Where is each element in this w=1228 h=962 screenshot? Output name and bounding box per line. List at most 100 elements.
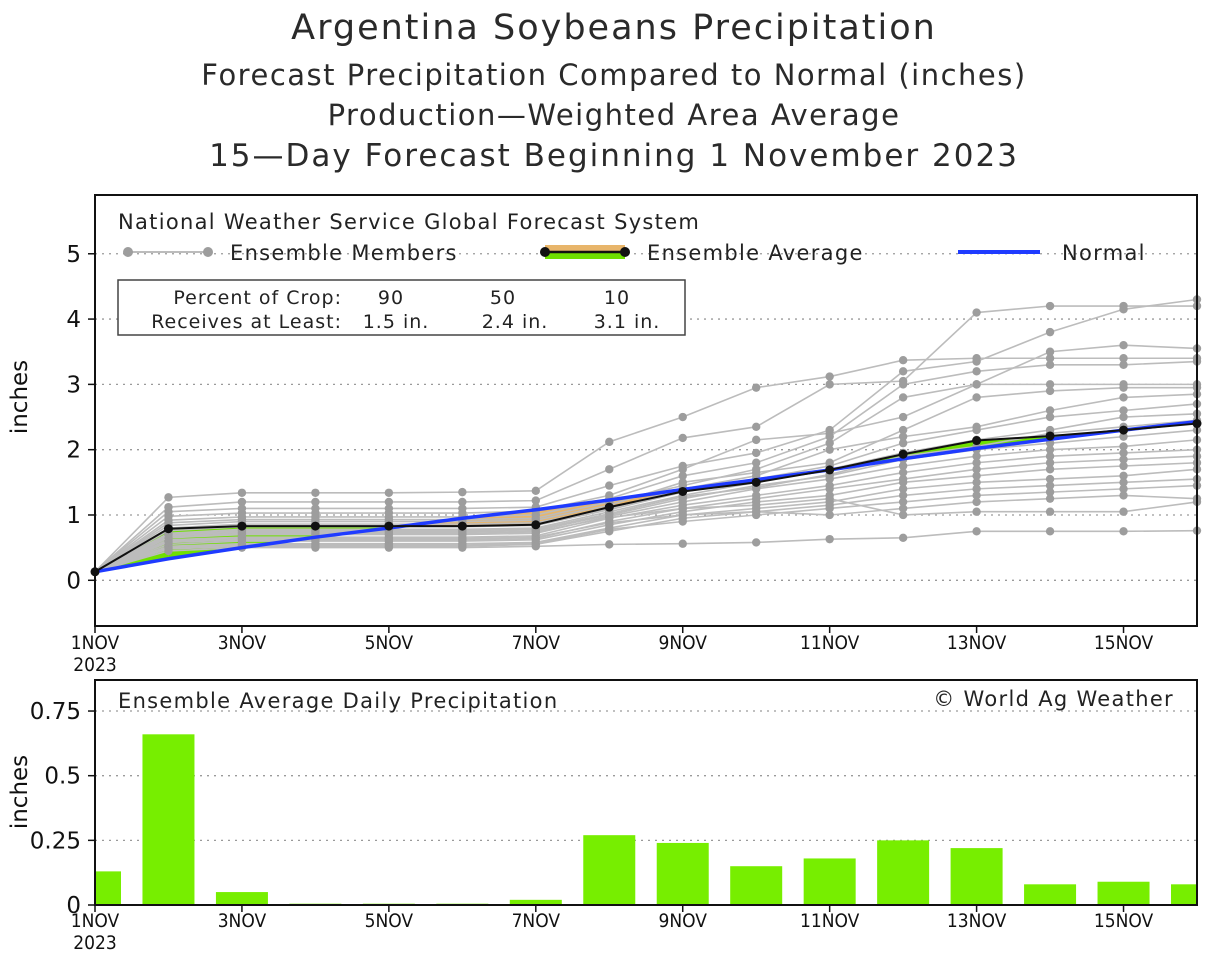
bottom-xtick-label: 7NOV: [512, 910, 561, 932]
daily-precip-bar: [1024, 884, 1077, 905]
top-ytick-label: 1: [66, 503, 81, 529]
crop-row1-label: Percent of Crop:: [173, 287, 342, 309]
legend: National Weather Service Global Forecast…: [118, 210, 1144, 265]
legend-header: National Weather Service Global Forecast…: [118, 210, 700, 234]
ensemble-member-point: [531, 496, 540, 505]
ensemble-member-point: [678, 504, 687, 513]
ensemble-member-point: [1119, 507, 1128, 516]
ensemble-member-point: [678, 478, 687, 487]
ensemble-member-point: [311, 488, 320, 497]
crop-row2-value-2: 2.4 in.: [482, 311, 549, 333]
daily-precip-bar: [656, 842, 709, 905]
ensemble-average-point: [678, 486, 688, 496]
top-ytick-label: 4: [66, 307, 81, 333]
ensemble-member-point: [825, 484, 834, 494]
ensemble-average-point: [1119, 425, 1129, 435]
top-ytick-label: 2: [66, 438, 81, 464]
ensemble-member-point: [1119, 354, 1128, 363]
ensemble-member-point: [531, 486, 540, 496]
chart-subtitle-3: 15—Day Forecast Beginning 1 November 202…: [209, 138, 1019, 174]
ensemble-member-point: [752, 422, 761, 432]
ensemble-member-point: [898, 461, 908, 471]
ensemble-member-line: [94, 305, 1197, 573]
top-ylabel: inches: [7, 360, 33, 434]
ensemble-member-line: [94, 412, 1198, 573]
ensemble-member-point: [1119, 393, 1128, 402]
ensemble-member-point: [1045, 406, 1055, 415]
bottom-xtick-label: 1NOV: [71, 910, 120, 932]
ensemble-member-point: [164, 493, 173, 502]
ensemble-member-point: [1045, 474, 1055, 484]
bottom-chart-title: Ensemble Average Daily Precipitation: [118, 689, 558, 713]
ensemble-member-point: [825, 534, 834, 544]
ensemble-average-point: [972, 436, 982, 446]
chart-subtitle-1: Forecast Precipitation Compared to Norma…: [201, 58, 1027, 92]
ensemble-member-point: [752, 435, 761, 445]
ensemble-member-point: [898, 393, 908, 402]
crop-box-frame: [117, 279, 686, 336]
ensemble-member-point: [972, 471, 981, 481]
ensemble-member-point: [825, 504, 834, 513]
ensemble-member-line: [94, 298, 1198, 573]
chart-title: Argentina Soybeans Precipitation: [291, 8, 937, 48]
crop-row2-value-1: 1.5 in.: [363, 311, 430, 333]
ensemble-member-point: [1119, 448, 1128, 458]
ensemble-member-point: [972, 507, 981, 516]
ensemble-member-point: [1045, 458, 1055, 467]
bottom-plot-frame: [94, 679, 1198, 906]
ensemble-member-point: [384, 497, 394, 507]
ensemble-member-line: [94, 497, 1198, 573]
ensemble-member-line: [94, 429, 1198, 573]
top-xtick-label: 9NOV: [658, 632, 707, 654]
bottom-xtick-label: 3NOV: [218, 910, 267, 932]
ensemble-member-lines: [94, 295, 1202, 573]
ensemble-member-point: [898, 367, 908, 376]
bottom-xtick-label: 11NOV: [800, 910, 860, 932]
ensemble-member-point: [972, 367, 981, 376]
daily-precip-bar: [803, 858, 856, 905]
ensemble-member-point: [311, 543, 320, 552]
ensemble-member-point: [605, 481, 614, 490]
ensemble-member-point: [1045, 452, 1055, 461]
top-ytick-label: 3: [66, 372, 81, 398]
ensemble-member-point: [972, 484, 981, 494]
top-xtick-label: 3NOV: [218, 632, 267, 654]
crop-row2-label: Receives at Least:: [151, 311, 342, 333]
ensemble-member-point: [384, 543, 394, 552]
ensemble-member-point: [898, 438, 908, 448]
ensemble-member-point: [752, 458, 761, 467]
ensemble-member-point: [898, 412, 908, 422]
ensemble-member-point: [458, 487, 467, 497]
ensemble-member-point: [1119, 406, 1128, 415]
ensemble-member-point: [898, 504, 908, 513]
ensemble-member-line: [94, 357, 1197, 573]
ensemble-member-point: [898, 510, 908, 520]
ensemble-member-point: [825, 510, 834, 520]
normal-line: [94, 419, 1198, 574]
ensemble-member-point: [1045, 347, 1055, 356]
crop-row1-value-10: 10: [604, 287, 630, 309]
bottom-gridlines: [95, 710, 1197, 841]
ensemble-member-point: [1119, 412, 1128, 422]
bottom-xtick-label: 15NOV: [1094, 910, 1154, 932]
ensemble-average-point: [604, 502, 614, 512]
ensemble-average-line: [90, 419, 1202, 577]
bottom-ylabel: inches: [7, 755, 33, 829]
top-xtick-label: 5NOV: [365, 632, 414, 654]
ensemble-member-line: [94, 494, 1198, 573]
top-xtick-label: 13NOV: [947, 632, 1007, 654]
legend-average-label: Ensemble Average: [647, 241, 864, 265]
ensemble-member-point: [1045, 386, 1055, 396]
ensemble-average-point: [1045, 431, 1055, 441]
ensemble-member-point: [1119, 340, 1128, 350]
ensemble-member-point: [605, 540, 614, 549]
daily-precip-bar: [1171, 884, 1197, 905]
top-xtick-label: 1NOV: [71, 632, 120, 654]
ensemble-member-point: [898, 432, 908, 441]
ensemble-member-point: [752, 507, 761, 516]
bottom-xtick-label: 13NOV: [947, 910, 1007, 932]
ensemble-member-point: [825, 372, 834, 381]
anomaly-fill-segment: [462, 509, 536, 527]
ensemble-average-point: [457, 521, 467, 531]
